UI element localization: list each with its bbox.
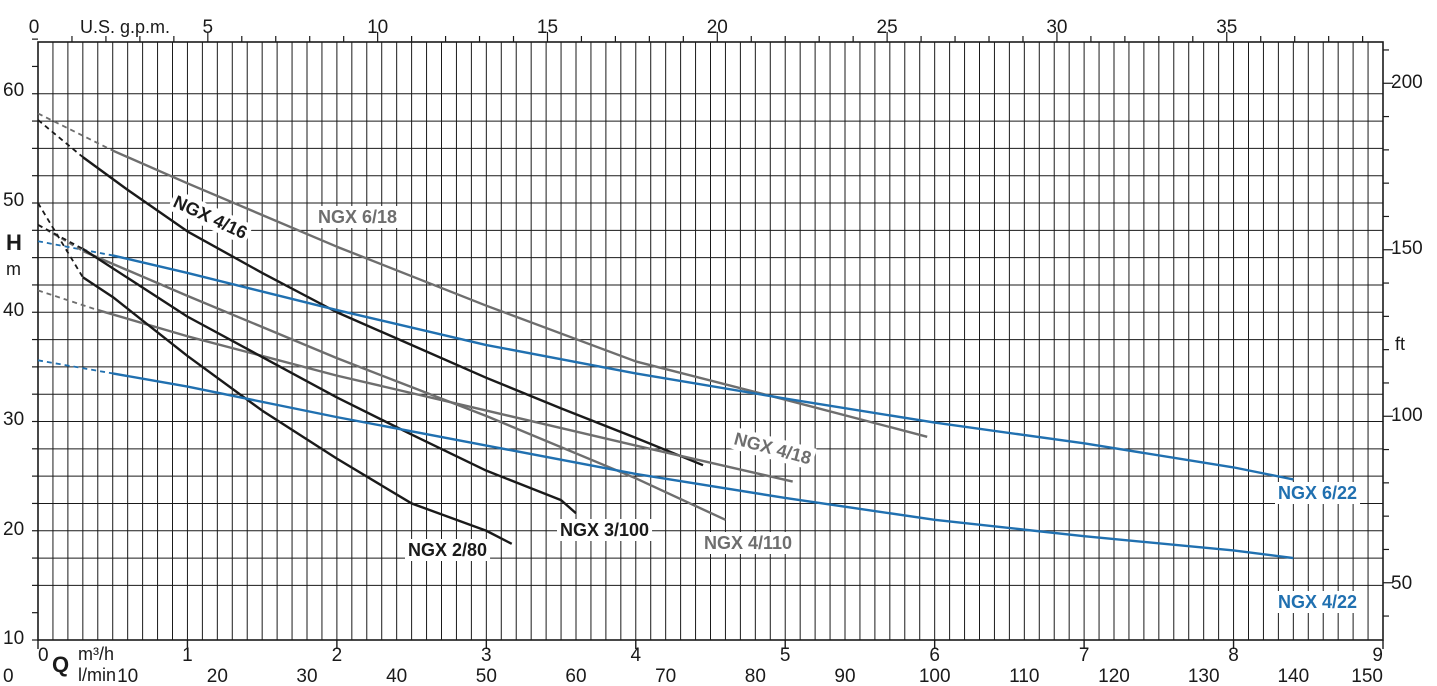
- x-axis-unit-usgpm: U.S. g.p.m.: [80, 17, 170, 37]
- x-tick-usgpm-20: 20: [707, 17, 728, 38]
- x-tick-lmin-50: 50: [476, 666, 497, 686]
- x-tick-lmin-70: 70: [655, 666, 676, 686]
- x-tick-m3h-7: 7: [1079, 645, 1090, 666]
- x-tick-m3h-3: 3: [481, 645, 492, 666]
- x-tick-usgpm-30: 30: [1046, 17, 1067, 38]
- x-tick-lmin-80: 80: [745, 666, 766, 686]
- x-tick-lmin-120: 120: [1098, 666, 1130, 686]
- curve-ngx-2-80: [82, 276, 513, 545]
- axis-ticks: 0 1 2 3 4 5 6 7 8 90 10 20 30 40 50 60 70 80 90 100 110 120 13…: [3, 17, 1393, 686]
- curve-ngx-4-16: [82, 156, 704, 467]
- x-tick-lmin-150: 150: [1351, 666, 1383, 686]
- curve-label-bg: [167, 189, 254, 246]
- x-tick-lmin-30: 30: [296, 666, 317, 686]
- x-tick-m3h-6: 6: [929, 645, 940, 666]
- x-axis-unit-m3h: m³/h: [78, 644, 114, 664]
- curve-label-ngx-3-100: NGX 3/100: [560, 520, 649, 540]
- y-axis-unit-m: m: [6, 259, 21, 279]
- x-tick-usgpm-15: 15: [537, 17, 558, 38]
- y-tick-m-30: 30: [3, 409, 24, 430]
- x-tick-m3h-2: 2: [332, 645, 343, 666]
- x-tick-m3h-8: 8: [1228, 645, 1239, 666]
- x-tick-m3h-0: 0: [38, 645, 49, 666]
- x-tick-lmin-60: 60: [565, 666, 586, 686]
- y-axis-unit-ft: ft: [1395, 334, 1405, 354]
- x-tick-usgpm-10: 10: [367, 17, 388, 38]
- curve-label-bg: [315, 206, 401, 228]
- y-tick-m-20: 20: [3, 519, 24, 540]
- curve-dashed-ngx-4-18: [37, 289, 99, 311]
- curve-dashed-ngx-6-18: [37, 112, 114, 152]
- y-tick-ft-200: 200: [1391, 72, 1423, 93]
- y-tick-ft-50: 50: [1391, 573, 1412, 594]
- y-tick-ft-150: 150: [1391, 238, 1423, 259]
- curve-dashed-ngx-4-16: [37, 119, 84, 158]
- x-axis-unit-lmin: l/min: [78, 665, 116, 685]
- x-tick-lmin-100: 100: [919, 666, 951, 686]
- pump-curves: [37, 112, 1294, 560]
- curve-label-bg: [405, 539, 491, 561]
- y-tick-m-60: 60: [3, 80, 24, 101]
- x-tick-lmin-40: 40: [386, 666, 407, 686]
- x-tick-usgpm-0: 0: [29, 17, 40, 38]
- curve-ngx-6-22: [112, 254, 1294, 481]
- plot-frame: [37, 41, 1384, 641]
- x-tick-usgpm-35: 35: [1216, 17, 1237, 38]
- curve-ngx-4-18: [97, 308, 793, 483]
- curve-label-ngx-2-80: NGX 2/80: [408, 540, 487, 560]
- curve-ngx-4-110: [82, 249, 726, 521]
- x-tick-lmin-140: 140: [1277, 666, 1309, 686]
- q-axis-symbol: Q: [52, 652, 69, 677]
- curve-dashed-ngx-4-110: [37, 224, 84, 252]
- curve-ngx-3-100: [82, 247, 577, 515]
- x-tick-m3h-1: 1: [182, 645, 193, 666]
- curve-dashed-ngx-4-22: [37, 359, 113, 375]
- y-axis-name: H: [6, 230, 22, 255]
- curve-label-ngx-4-18: NGX 4/18: [732, 429, 814, 469]
- x-tick-lmin-110: 110: [1009, 666, 1039, 686]
- curve-label-ngx-4-110: NGX 4/110: [704, 533, 792, 553]
- curve-label-bg: [728, 426, 817, 471]
- curve-ngx-4-22: [112, 372, 1294, 560]
- curve-label-bg: [701, 532, 796, 554]
- curve-label-ngx-4-16: NGX 4/16: [170, 191, 250, 243]
- x-tick-usgpm-5: 5: [203, 17, 214, 38]
- x-tick-m3h-5: 5: [780, 645, 791, 666]
- x-tick-lmin-130: 130: [1188, 666, 1220, 686]
- curve-label-ngx-6-18: NGX 6/18: [318, 207, 397, 227]
- y-tick-ft-100: 100: [1391, 405, 1423, 426]
- x-tick-lmin-20: 20: [207, 666, 228, 686]
- x-tick-m3h-4: 4: [630, 645, 641, 666]
- curve-label-ngx-4-22: NGX 4/22: [1278, 592, 1357, 612]
- x-tick-lmin-0: 0: [3, 666, 14, 686]
- y-tick-m-50: 50: [3, 190, 24, 211]
- y-tick-m-10: 10: [3, 628, 24, 649]
- x-tick-lmin-90: 90: [834, 666, 855, 686]
- x-tick-m3h-9: 9: [1372, 645, 1383, 666]
- curve-dashed-ngx-2-80: [37, 202, 84, 278]
- x-tick-usgpm-25: 25: [877, 17, 898, 38]
- curve-label-ngx-6-22: NGX 6/22: [1278, 483, 1357, 503]
- curve-label-bg: [1275, 591, 1361, 613]
- curve-dashed-ngx-6-22: [37, 240, 113, 257]
- curve-label-bg: [557, 519, 653, 541]
- y-tick-m-40: 40: [3, 300, 24, 321]
- curve-label-bg: [1275, 482, 1361, 504]
- x-tick-lmin-10: 10: [117, 666, 138, 686]
